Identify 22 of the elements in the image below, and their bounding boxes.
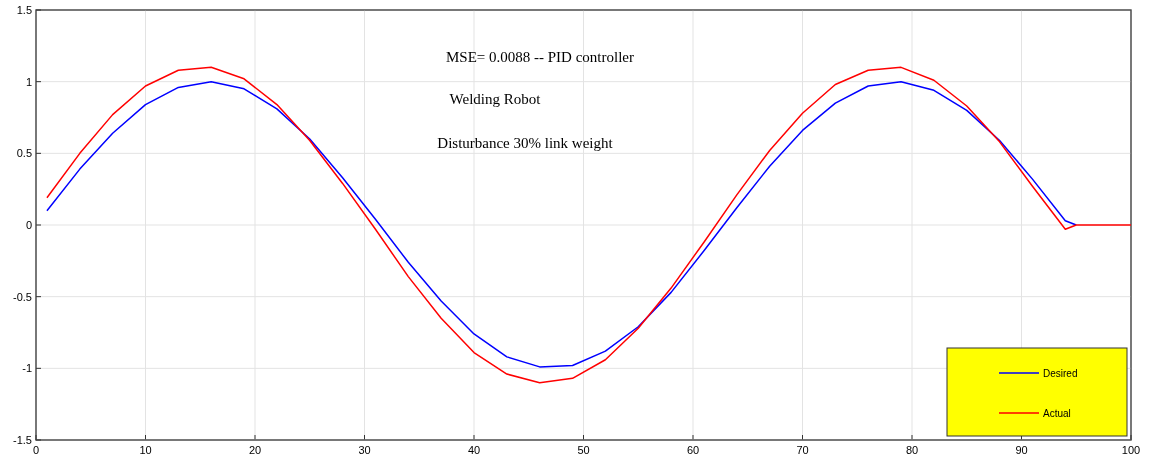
y-tick-label: -0.5 <box>13 290 32 303</box>
x-tick-label: 90 <box>1015 444 1028 456</box>
y-tick-label: -1 <box>22 362 32 375</box>
annotation: Disturbance 30% link weight <box>437 135 614 151</box>
y-tick-label: 1 <box>25 75 32 88</box>
y-tick-label: 0 <box>25 219 32 231</box>
legend-label: Actual <box>1043 408 1071 419</box>
y-tick-label: -1.5 <box>13 434 32 446</box>
annotation: MSE= 0.0088 -- PID controller <box>445 49 635 65</box>
y-tick-label: 0.5 <box>16 147 32 160</box>
x-tick-label: 10 <box>139 444 152 456</box>
y-tick-label: 1.5 <box>16 4 32 16</box>
legend-label: Desired <box>1043 368 1078 379</box>
x-tick-label: 30 <box>358 444 371 456</box>
x-tick-label: 80 <box>905 444 919 456</box>
x-tick-label: 50 <box>577 444 590 456</box>
x-tick-label: 100 <box>1121 444 1141 456</box>
x-tick-label: 60 <box>686 444 700 456</box>
annotation: Welding Robot <box>449 91 542 107</box>
x-tick-label: 70 <box>796 444 809 456</box>
x-tick-label: 20 <box>248 444 262 456</box>
x-tick-label: 40 <box>467 444 481 456</box>
